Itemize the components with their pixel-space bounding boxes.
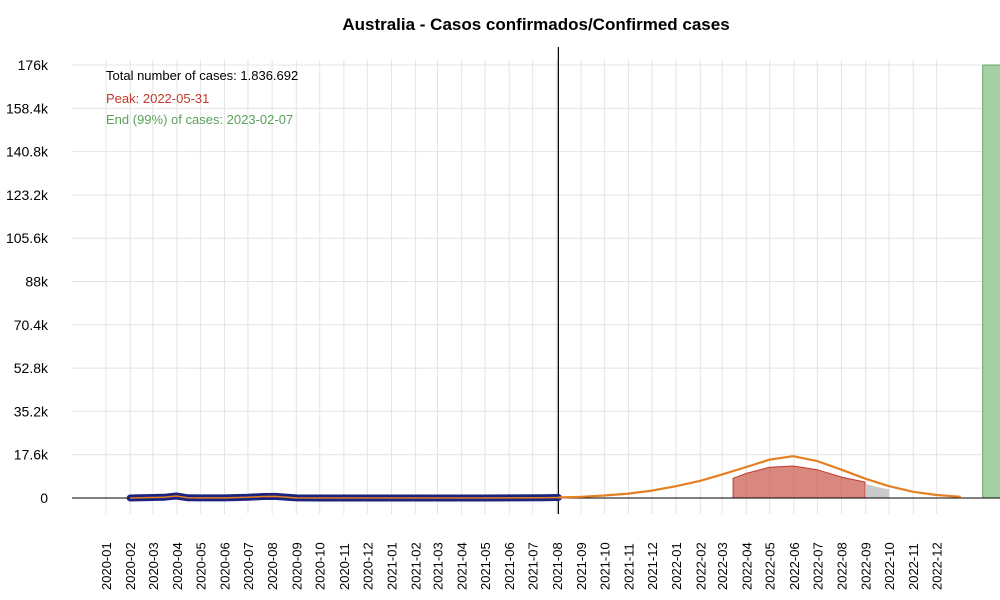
y-tick-label: 123.2k bbox=[6, 187, 49, 203]
x-tick-label: 2022-07 bbox=[810, 542, 825, 590]
x-tick-label: 2020-09 bbox=[289, 542, 304, 590]
x-tick-label: 2021-01 bbox=[384, 542, 399, 590]
x-tick-label: 2022-05 bbox=[763, 542, 778, 590]
x-tick-label: 2020-12 bbox=[360, 542, 375, 590]
x-tick-label: 2021-09 bbox=[574, 542, 589, 590]
y-tick-label: 105.6k bbox=[6, 230, 49, 246]
y-tick-label: 158.4k bbox=[6, 100, 49, 116]
y-axis-ticks: 0 17.6k 35.2k 52.8k 70.4k 88k 105.6k 123.2k 140.… bbox=[6, 57, 49, 506]
x-tick-label: 2021-02 bbox=[409, 542, 424, 590]
x-tick-label: 2022-12 bbox=[930, 542, 945, 590]
y-tick-label: 0 bbox=[40, 490, 48, 506]
x-axis-ticks: 2020-01 2020-02 2020-03 2020-04 2020-05 2020-… bbox=[99, 542, 945, 590]
x-tick-label: 2020-04 bbox=[170, 542, 185, 590]
x-tick-label: 2021-11 bbox=[622, 543, 637, 590]
x-tick-label: 2021-03 bbox=[430, 542, 445, 590]
annotation-end: End (99%) of cases: 2023-02-07 bbox=[106, 112, 293, 127]
y-tick-label: 176k bbox=[18, 57, 49, 73]
chart-title: Australia - Casos confirmados/Confirmed … bbox=[342, 15, 729, 34]
annotation-peak: Peak: 2022-05-31 bbox=[106, 91, 209, 106]
x-tick-label: 2020-06 bbox=[218, 542, 233, 590]
y-tick-label: 140.8k bbox=[6, 144, 49, 160]
x-tick-label: 2021-04 bbox=[455, 542, 470, 590]
x-tick-label: 2020-11 bbox=[337, 543, 352, 590]
x-tick-label: 2020-05 bbox=[193, 542, 208, 590]
observed-cases-inner-line bbox=[130, 495, 559, 499]
x-tick-label: 2021-07 bbox=[526, 542, 541, 590]
grid-lines bbox=[72, 60, 1000, 514]
x-tick-label: 2021-08 bbox=[550, 542, 565, 590]
y-tick-label: 88k bbox=[25, 274, 49, 290]
x-tick-label: 2021-12 bbox=[645, 542, 660, 590]
x-tick-label: 2020-10 bbox=[313, 542, 328, 590]
y-tick-label: 17.6k bbox=[14, 447, 49, 463]
x-tick-label: 2022-11 bbox=[906, 543, 921, 590]
x-tick-label: 2022-06 bbox=[787, 542, 802, 590]
x-tick-label: 2022-10 bbox=[882, 542, 897, 590]
x-tick-label: 2022-04 bbox=[739, 542, 754, 590]
x-tick-label: 2020-02 bbox=[123, 542, 138, 590]
x-tick-label: 2020-03 bbox=[146, 542, 161, 590]
tail-band-area bbox=[864, 483, 890, 498]
y-tick-label: 52.8k bbox=[14, 360, 49, 376]
annotation-total: Total number of cases: 1.836.692 bbox=[106, 68, 298, 83]
x-tick-label: 2020-08 bbox=[265, 542, 280, 590]
x-tick-label: 2020-07 bbox=[241, 542, 256, 590]
x-tick-label: 2021-06 bbox=[502, 542, 517, 590]
x-tick-label: 2022-08 bbox=[834, 542, 849, 590]
projection-line bbox=[558, 455, 961, 499]
end-of-cases-bar bbox=[982, 64, 1000, 499]
x-tick-label: 2020-01 bbox=[99, 542, 114, 590]
annotations: Total number of cases: 1.836.692 Peak: 2… bbox=[106, 68, 298, 127]
x-tick-label: 2021-10 bbox=[597, 542, 612, 590]
x-tick-label: 2022-09 bbox=[859, 542, 874, 590]
x-tick-label: 2022-02 bbox=[693, 542, 708, 590]
y-tick-label: 70.4k bbox=[14, 317, 49, 333]
x-tick-label: 2022-01 bbox=[669, 542, 684, 590]
x-tick-label: 2022-03 bbox=[715, 542, 730, 590]
y-tick-label: 35.2k bbox=[14, 403, 49, 419]
series-lines bbox=[126, 455, 961, 502]
projection-bands bbox=[732, 64, 1000, 499]
x-tick-label: 2021-05 bbox=[478, 542, 493, 590]
